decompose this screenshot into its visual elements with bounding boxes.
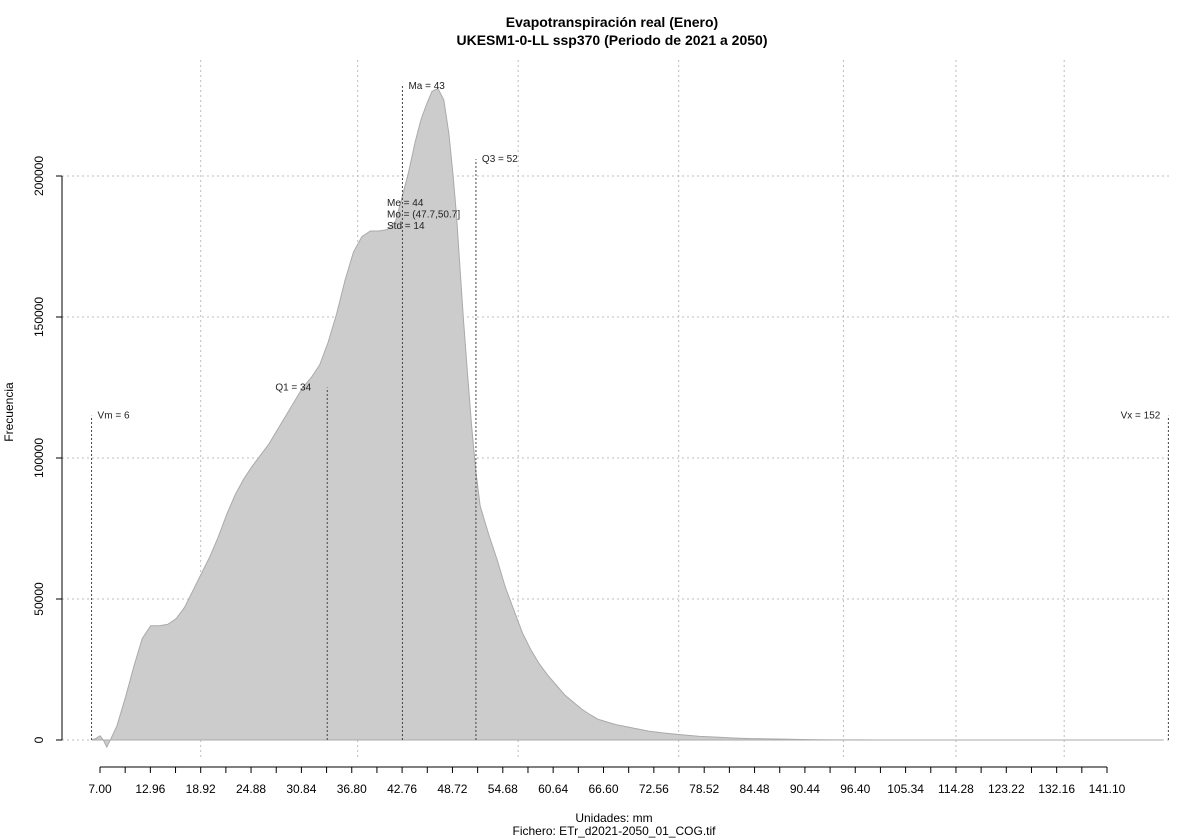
y-tick-label: 100000 <box>32 438 46 478</box>
vline-layer <box>91 85 1169 740</box>
stat-label: Q3 = 52 <box>482 154 518 165</box>
x-tick-label: 42.76 <box>387 782 417 796</box>
x-tick-label: 12.96 <box>135 782 165 796</box>
stats-line: Std = 14 <box>387 221 425 232</box>
x-tick-label: 66.60 <box>588 782 618 796</box>
x-tick-label: 78.52 <box>689 782 719 796</box>
stat-label: Vx = 152 <box>1121 411 1161 422</box>
y-tick-label: 150000 <box>32 297 46 337</box>
x-axis-title: Unidades: mm <box>575 811 652 825</box>
x-tick-label: 24.88 <box>236 782 266 796</box>
x-tick-label: 72.56 <box>639 782 669 796</box>
stat-label: Vm = 6 <box>98 411 130 422</box>
chart-subtitle: UKESM1-0-LL ssp370 (Periodo de 2021 a 20… <box>457 32 768 48</box>
x-tick-label: 84.48 <box>740 782 770 796</box>
file-caption: Fichero: ETr_d2021-2050_01_COG.tif <box>513 824 717 838</box>
axis-layer: 7.00 12.96 18.92 24.88 30.84 36.80 42.76 48.72 5… <box>32 156 1126 796</box>
x-tick-label: 18.92 <box>186 782 216 796</box>
x-tick-label: 132.16 <box>1038 782 1075 796</box>
stat-label: Q1 = 34 <box>275 383 311 394</box>
density-area <box>91 87 1163 749</box>
chart-title: Evapotranspiración real (Enero) <box>506 14 718 30</box>
y-axis-title: Frecuencia <box>2 382 16 442</box>
x-tick-label: 96.40 <box>840 782 870 796</box>
x-tick-label: 105.34 <box>887 782 924 796</box>
stat-label: Ma = 43 <box>408 81 445 92</box>
area-layer <box>91 87 1163 749</box>
annotation-layer: Vm = 6 Q1 = 34 Ma = 43 Q3 = 52 Vx = 152 Me = … <box>98 81 1161 422</box>
x-tick-label: 30.84 <box>286 782 316 796</box>
x-tick-label: 90.44 <box>790 782 820 796</box>
x-tick-label: 60.64 <box>538 782 568 796</box>
x-tick-label: 123.22 <box>988 782 1025 796</box>
x-tick-label: 48.72 <box>437 782 467 796</box>
y-tick-label: 0 <box>32 736 46 743</box>
stats-line: Me = 44 <box>387 198 424 209</box>
x-tick-label: 7.00 <box>88 782 112 796</box>
y-tick-label: 50000 <box>32 582 46 616</box>
x-tick-label: 54.68 <box>488 782 518 796</box>
x-tick-label: 114.28 <box>938 782 974 796</box>
x-tick-label: 36.80 <box>337 782 367 796</box>
y-tick-label: 200000 <box>32 156 46 196</box>
stats-line: Mo = (47.7,50.7] <box>387 210 460 221</box>
x-tick-label: 141.10 <box>1089 782 1126 796</box>
